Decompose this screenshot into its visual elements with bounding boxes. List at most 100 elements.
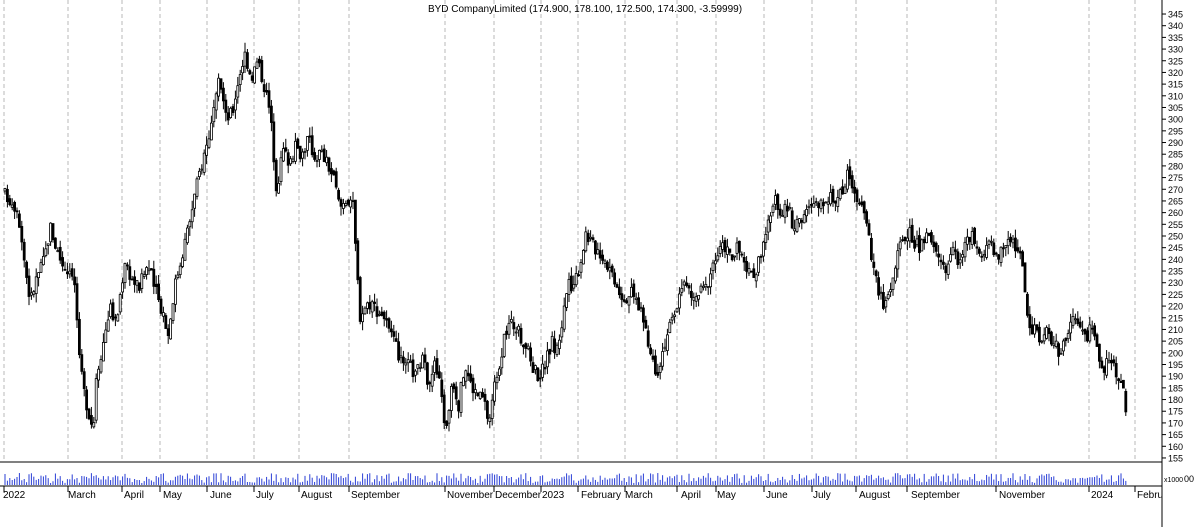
candle-body [301, 151, 305, 159]
candle-body [217, 77, 221, 97]
price-tick-label: 280 [1168, 161, 1183, 171]
candle-body [1071, 316, 1075, 326]
price-tick-label: 320 [1168, 68, 1183, 78]
candle-body [164, 315, 168, 329]
candle-body [250, 75, 254, 81]
price-tick-label: 155 [1168, 453, 1183, 463]
candle-body [536, 367, 540, 382]
candle-body [906, 237, 909, 242]
candle-body [829, 192, 832, 205]
candle-body [272, 121, 276, 163]
candle-body [92, 422, 96, 428]
candle-body [37, 272, 40, 279]
candle-body [452, 383, 456, 390]
candle-body [918, 235, 921, 254]
candle-body [289, 158, 293, 165]
candle-body [154, 283, 158, 288]
candle-body [555, 344, 559, 355]
candle-body [29, 292, 33, 296]
candle-body [399, 355, 403, 359]
candle-body [1083, 328, 1087, 335]
candle-body [757, 256, 760, 273]
candle-body [922, 238, 926, 244]
candle-body [269, 105, 273, 123]
candle-body [433, 360, 437, 373]
candle-body [613, 272, 616, 285]
candle-body [190, 209, 194, 223]
candle-body [380, 311, 384, 316]
candle-body [226, 112, 230, 121]
candle-body [56, 250, 60, 253]
candle-body [800, 220, 804, 223]
candle-body [625, 300, 628, 304]
candle-body [1059, 352, 1063, 355]
candle-body [726, 246, 729, 255]
candle-body [999, 246, 1003, 263]
candle-body [310, 135, 314, 156]
candle-body [711, 262, 715, 272]
candle-body [25, 261, 29, 278]
candle-body [238, 74, 242, 85]
candle-body [461, 377, 465, 387]
candle-body [1088, 324, 1092, 342]
candle-body [644, 319, 648, 329]
candle-body [1062, 340, 1065, 352]
candle-body [634, 297, 638, 300]
candle-body [692, 297, 696, 301]
candle-body [651, 355, 655, 360]
candle-body [932, 241, 936, 248]
candle-body [963, 241, 967, 258]
time-axis-label: June [210, 490, 232, 501]
candle-body [910, 224, 914, 243]
candle-body [754, 274, 758, 282]
candle-body [267, 90, 271, 108]
candle-body [601, 254, 604, 261]
candle-body [810, 203, 813, 206]
candle-body [123, 263, 127, 283]
candle-body [834, 200, 837, 204]
candle-body [1090, 327, 1094, 330]
candle-body [51, 223, 55, 241]
price-candles [3, 42, 1128, 432]
candle-body [104, 329, 108, 343]
candle-body [116, 314, 120, 322]
candle-body [85, 389, 88, 411]
candle-body [337, 189, 341, 200]
candle-body [795, 219, 799, 232]
candle-body [817, 202, 820, 208]
volume-axis-tick: 00 [1184, 474, 1194, 484]
candle-body [478, 391, 482, 399]
candle-body [610, 265, 614, 273]
candle-body [437, 371, 441, 379]
candle-body [694, 296, 698, 302]
candle-body [46, 243, 50, 246]
candle-body [1030, 324, 1034, 335]
candle-body [229, 107, 233, 118]
candle-body [994, 252, 998, 255]
candle-body [416, 364, 420, 369]
candle-body [183, 238, 187, 261]
candle-body [63, 268, 67, 271]
candle-body [1002, 247, 1005, 250]
candle-body [798, 218, 801, 224]
candle-body [373, 301, 377, 304]
candle-body [1035, 324, 1039, 331]
candle-body [920, 239, 924, 252]
volume-unit-label: x1000 [1164, 477, 1183, 484]
candle-body [356, 240, 360, 281]
candle-body [428, 382, 432, 385]
candle-body [1081, 329, 1084, 332]
candle-body [594, 240, 597, 255]
candle-body [445, 420, 449, 427]
candle-body [637, 297, 640, 311]
candle-body [1095, 334, 1099, 347]
candle-body [560, 327, 564, 338]
candle-body [22, 241, 26, 261]
candle-body [1105, 358, 1108, 376]
candle-body [1122, 379, 1125, 389]
candle-body [1069, 321, 1072, 334]
price-tick-label: 310 [1168, 91, 1183, 101]
candle-body [1078, 321, 1082, 328]
candle-body [531, 362, 535, 373]
candle-body [740, 253, 744, 256]
